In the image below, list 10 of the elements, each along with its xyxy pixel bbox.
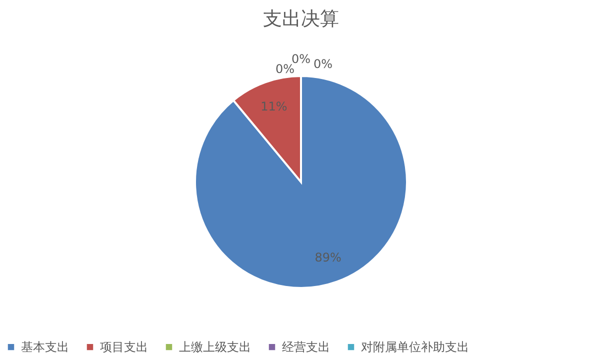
legend-label: 上缴上级支出 (179, 340, 251, 354)
data-label: 11% (260, 100, 288, 114)
legend-label: 基本支出 (21, 340, 69, 354)
data-label: 89% (314, 250, 342, 264)
legend-label: 对附属单位补助支出 (361, 340, 469, 354)
legend-label: 项目支出 (100, 340, 148, 354)
legend-label: 经营支出 (282, 340, 330, 354)
text: 0% (313, 57, 333, 71)
pie-slice (194, 75, 408, 289)
chart-title: 支出决算 (263, 8, 339, 30)
